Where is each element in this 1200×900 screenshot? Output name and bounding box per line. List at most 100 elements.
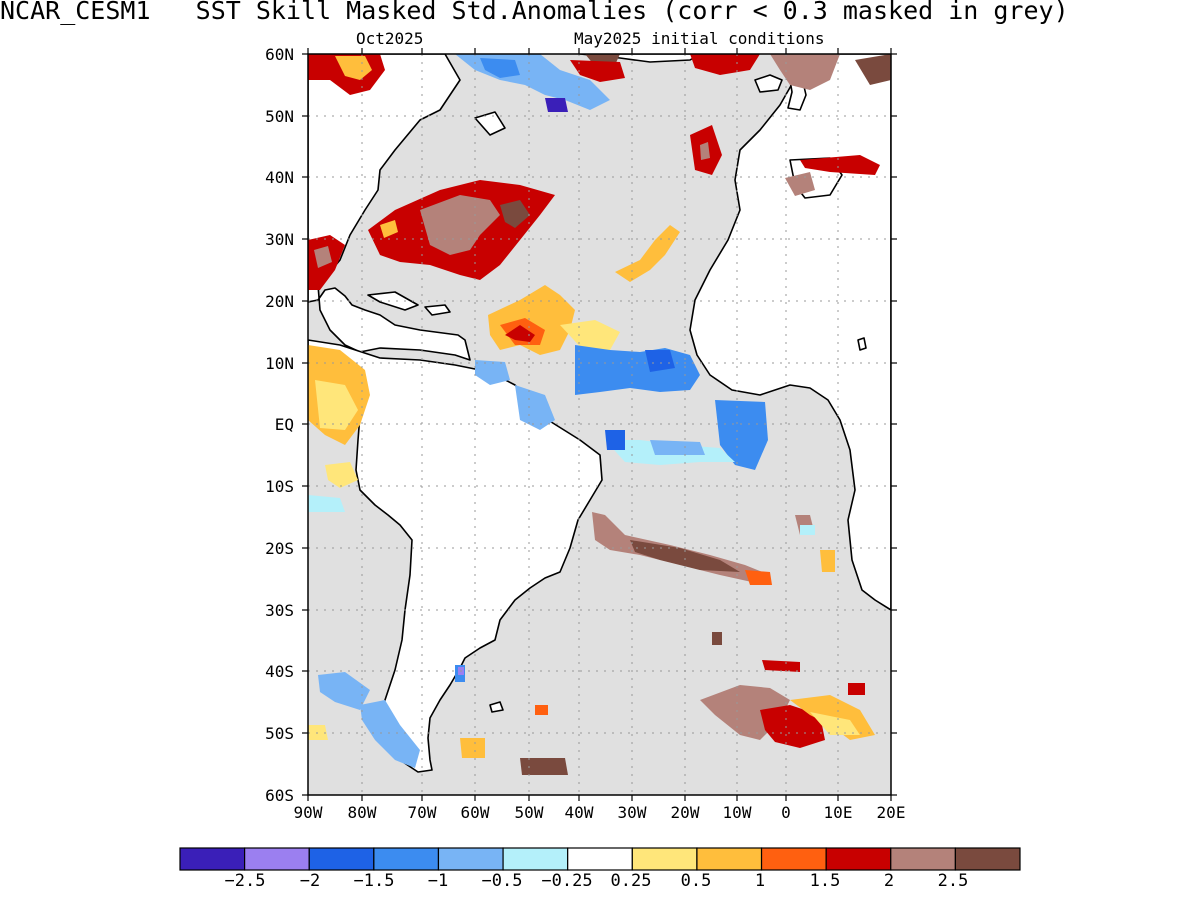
madagascar-land bbox=[857, 337, 867, 351]
lon-label-70w: 70W bbox=[407, 803, 437, 822]
brown-patch-norway bbox=[855, 54, 891, 85]
lat-label-20s: 20S bbox=[265, 539, 294, 558]
lon-label-60w: 60W bbox=[460, 803, 490, 822]
lon-label-30w: 30W bbox=[617, 803, 647, 822]
lon-label-10e: 10E bbox=[823, 803, 853, 822]
blue-patch-equatorial-west bbox=[515, 385, 555, 430]
lat-label-50n: 50N bbox=[265, 107, 294, 126]
colorbar-label: 1.5 bbox=[809, 871, 841, 891]
colorbar-swatch bbox=[954, 847, 1021, 871]
lat-label-40n: 40N bbox=[265, 168, 294, 187]
orange-patch-labrador bbox=[335, 56, 372, 80]
cuba-land bbox=[367, 291, 419, 311]
positive-anomaly-patches bbox=[308, 54, 891, 775]
yellow-patch-southern-ocean bbox=[810, 712, 860, 735]
iceland-land bbox=[754, 74, 783, 93]
brown-patch-us-coast bbox=[314, 246, 332, 268]
colorbar-swatch bbox=[308, 847, 375, 871]
colorbar-label: −1.5 bbox=[353, 871, 395, 891]
colorbar-swatch bbox=[373, 847, 440, 871]
falklands-land bbox=[489, 701, 504, 713]
hispaniola-land bbox=[424, 304, 451, 316]
red-spot-tristan bbox=[762, 660, 800, 672]
colorbar-label: −1 bbox=[427, 871, 449, 891]
blue-patch-equator-mid bbox=[650, 440, 705, 455]
lon-label-20w: 20W bbox=[670, 803, 700, 822]
init-conditions-label: May2025 initial conditions bbox=[574, 29, 825, 48]
negative-anomaly-patches bbox=[308, 54, 815, 768]
lightblue-spot-south-atlantic bbox=[800, 525, 815, 535]
colorbar-swatch bbox=[760, 847, 827, 871]
blue-patch-gulf-guinea bbox=[715, 400, 768, 470]
colorbar-label: −0.5 bbox=[481, 871, 523, 891]
colorbar-swatch bbox=[825, 847, 892, 871]
colorbar-label: 0.25 bbox=[610, 871, 652, 891]
africa-europe-land bbox=[689, 54, 891, 611]
gridlines bbox=[308, 54, 891, 795]
chart-title: NCAR_CESM1 SST Skill Masked Std.Anomalie… bbox=[0, 0, 1069, 25]
colorbar-swatch bbox=[179, 847, 246, 871]
colorbar-swatch bbox=[502, 847, 569, 871]
lon-label-50w: 50W bbox=[514, 803, 544, 822]
colorbar-swatch bbox=[631, 847, 698, 871]
colorbar-label: 0.5 bbox=[680, 871, 712, 891]
lon-label-80w: 80W bbox=[347, 803, 377, 822]
orange-spot-nw bbox=[380, 220, 398, 238]
deepblue-patch-equatorial-north bbox=[645, 350, 675, 372]
colorbar-label: 1 bbox=[754, 871, 766, 891]
lat-label-30s: 30S bbox=[265, 601, 294, 620]
colorbar-label: −2.5 bbox=[224, 871, 266, 891]
colorbar-label: −0.25 bbox=[541, 871, 593, 891]
lon-label-10w: 10W bbox=[722, 803, 752, 822]
lon-label-0: 0 bbox=[781, 803, 791, 822]
orange-spot-benguela bbox=[820, 550, 835, 572]
red-spot-southern-ocean-east bbox=[848, 683, 865, 695]
purple-spot-labrador bbox=[545, 98, 568, 112]
blue-patch-cape-horn bbox=[360, 700, 420, 768]
lon-label-40w: 40W bbox=[564, 803, 594, 822]
colorbar-swatch bbox=[437, 847, 504, 871]
darkbrown-band-south-atlantic bbox=[630, 540, 740, 572]
newfoundland-land bbox=[474, 111, 506, 136]
darkbrown-patch-drake bbox=[520, 758, 568, 775]
brown-patch-iberia bbox=[785, 172, 815, 196]
yellow-patch-nw-south-america bbox=[315, 380, 358, 430]
yellow-patch-guiana bbox=[560, 320, 620, 352]
lat-label-20n: 20N bbox=[265, 292, 294, 311]
valid-date-label: Oct2025 bbox=[356, 29, 424, 48]
yellow-patch-peru bbox=[325, 462, 358, 488]
red-arc-southern-ocean bbox=[760, 705, 825, 748]
lon-label-90w: 90W bbox=[293, 803, 323, 822]
colorbar-swatch bbox=[696, 847, 763, 871]
blue-patch-caribbean bbox=[475, 360, 510, 385]
south-america-land bbox=[308, 339, 603, 773]
brown-patch-uk bbox=[770, 54, 840, 90]
lat-label-40s: 40S bbox=[265, 662, 294, 681]
colorbar-label: 2.5 bbox=[937, 871, 969, 891]
red-arc-caribbean bbox=[505, 325, 535, 342]
colorbar-swatch bbox=[567, 847, 633, 871]
lat-label-10s: 10S bbox=[265, 477, 294, 496]
orange-patch-canary bbox=[615, 225, 680, 282]
lat-label-30n: 30N bbox=[265, 230, 294, 249]
red-spot-south-georgia bbox=[535, 705, 548, 715]
colorbar-label: −2 bbox=[299, 871, 321, 891]
lat-label-10n: 10N bbox=[265, 354, 294, 373]
blue-patch-chile bbox=[318, 672, 370, 710]
orange-spot-falkland bbox=[460, 738, 485, 758]
deepblue-patch-labrador-sea bbox=[480, 58, 520, 78]
red-patch-mediterranean bbox=[800, 155, 880, 175]
brown-patch-nw-atlantic bbox=[420, 195, 500, 255]
colorbar-label: 2 bbox=[883, 871, 895, 891]
axis-ticks bbox=[302, 48, 897, 801]
red-patch-iceland bbox=[690, 54, 760, 75]
lat-label-eq: EQ bbox=[274, 415, 294, 434]
red-patch-greenland-sea bbox=[570, 60, 625, 82]
colorbar bbox=[179, 847, 1021, 871]
brown-spot-mid-atlantic bbox=[700, 142, 710, 160]
red-spot-south-atlantic bbox=[745, 570, 772, 585]
colorbar-swatch bbox=[890, 847, 956, 871]
land-masses bbox=[308, 54, 891, 773]
lat-label-60s: 60S bbox=[265, 786, 294, 805]
